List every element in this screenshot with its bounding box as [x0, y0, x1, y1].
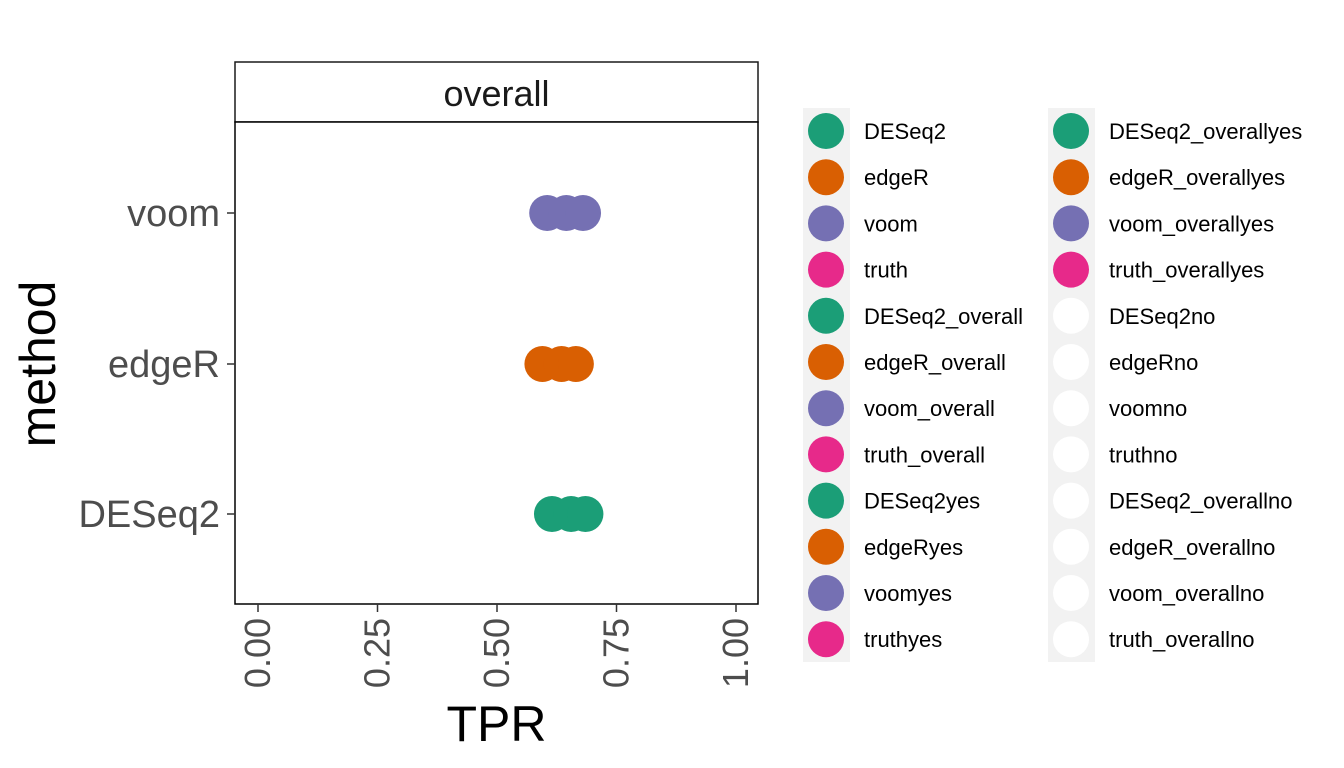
legend: DESeq2 edgeR voom truth DESeq2_overall edgeR_…: [803, 108, 1302, 662]
legend-key: [808, 205, 844, 242]
legend-key: [1053, 390, 1089, 427]
legend-label: edgeR_overallyes: [1109, 165, 1285, 190]
legend-label: voom: [864, 211, 918, 236]
legend-key: [808, 297, 844, 334]
legend-key: [808, 344, 844, 380]
legend-label: edgeRno: [1109, 350, 1198, 375]
data-points: [524, 195, 604, 532]
legend-key: [808, 528, 844, 565]
x-tick-label: 1.00: [715, 618, 756, 688]
legend-label: DESeq2yes: [864, 489, 980, 514]
plot-panel: [234, 121, 759, 605]
legend-label: DESeq2_overallno: [1109, 489, 1292, 514]
legend-key: [1053, 251, 1089, 288]
legend-label: voomyes: [864, 581, 952, 606]
legend-label: truthyes: [864, 627, 942, 652]
legend-key: [1053, 575, 1089, 611]
legend-key: [808, 436, 844, 473]
legend-label: truth_overallno: [1109, 627, 1255, 652]
point-DESeq2: [567, 496, 604, 532]
legend-key-background: [803, 108, 850, 662]
legend-label: DESeq2: [864, 119, 946, 144]
x-tick-label: 0.75: [596, 618, 637, 688]
legend-key: [1053, 528, 1089, 565]
legend-label: voom_overallyes: [1109, 211, 1274, 236]
y-axis-title: method: [10, 281, 66, 448]
legend-label: truthno: [1109, 442, 1178, 467]
legend-label: edgeR_overall: [864, 350, 1006, 375]
legend-label: edgeR_overallno: [1109, 535, 1275, 560]
legend-key: [1053, 113, 1089, 149]
legend-label: DESeq2_overall: [864, 304, 1023, 329]
y-tick-label: voom: [127, 193, 220, 235]
legend-key: [1053, 344, 1089, 380]
y-axis: DESeq2 edgeR voom: [78, 193, 235, 536]
legend-label: DESeq2_overallyes: [1109, 119, 1302, 144]
legend-key: [1053, 205, 1089, 242]
legend-label: truth_overallyes: [1109, 258, 1264, 283]
legend-key: [808, 251, 844, 288]
x-tick-label: 0.25: [357, 618, 398, 688]
legend-key-background: [1048, 108, 1095, 662]
legend-label: DESeq2no: [1109, 304, 1215, 329]
legend-label: voom_overall: [864, 396, 995, 421]
legend-key: [808, 621, 844, 658]
legend-key: [1053, 482, 1089, 519]
x-tick-label: 0.00: [237, 618, 278, 688]
legend-label: voomno: [1109, 396, 1187, 421]
y-tick-label: edgeR: [108, 344, 220, 386]
legend-label: edgeRyes: [864, 535, 963, 560]
y-tick-label: DESeq2: [78, 494, 220, 536]
legend-label: truth_overall: [864, 442, 985, 467]
legend-key: [808, 575, 844, 611]
facet-title: overall: [443, 73, 549, 114]
legend-key: [808, 482, 844, 519]
x-tick-label: 0.50: [476, 618, 517, 688]
point-edgeR: [557, 346, 594, 382]
legend-key: [808, 390, 844, 427]
x-axis: 0.00 0.25 0.50 0.75 1.00: [237, 604, 756, 688]
point-voom: [565, 195, 602, 231]
legend-key: [808, 113, 844, 149]
x-axis-title: TPR: [447, 696, 547, 752]
facet-strip: [234, 61, 759, 123]
legend-key: [1053, 297, 1089, 334]
legend-label: voom_overallno: [1109, 581, 1264, 606]
legend-key: [1053, 159, 1089, 196]
legend-key: [1053, 621, 1089, 658]
legend-label: edgeR: [864, 165, 929, 190]
legend-key: [808, 159, 844, 196]
legend-key: [1053, 436, 1089, 473]
legend-label: truth: [864, 258, 908, 283]
